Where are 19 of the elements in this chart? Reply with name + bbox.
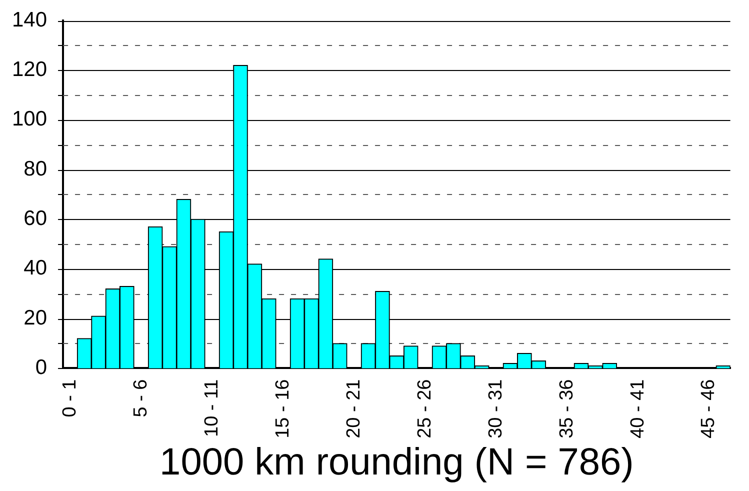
x-axis-title: 1000 km rounding (N = 786): [160, 442, 634, 484]
x-tick-label: 10 - 11: [201, 379, 222, 437]
y-tick-label: 60: [24, 207, 48, 230]
x-tick-label: 0 - 1: [59, 379, 80, 418]
y-tick-label: 0: [35, 356, 48, 380]
y-tick-label: 40: [24, 256, 48, 280]
x-tick-label: 30 - 31: [485, 379, 506, 438]
x-tick-label: 45 - 46: [698, 379, 720, 438]
x-tick-label: 20 - 21: [343, 379, 364, 438]
y-tick-label: 120: [12, 58, 48, 82]
y-tick-label: 20: [24, 306, 48, 330]
x-tick-label: 25 - 26: [414, 379, 436, 438]
x-tick-label: 5 - 6: [130, 379, 152, 418]
y-tick-label: 100: [12, 108, 48, 131]
y-tick-label: 140: [12, 8, 48, 32]
y-tick-label: 80: [24, 157, 48, 180]
x-tick-label: 35 - 36: [556, 379, 578, 438]
x-tick-label: 40 - 41: [627, 379, 648, 438]
x-tick-label: 15 - 16: [272, 379, 294, 438]
